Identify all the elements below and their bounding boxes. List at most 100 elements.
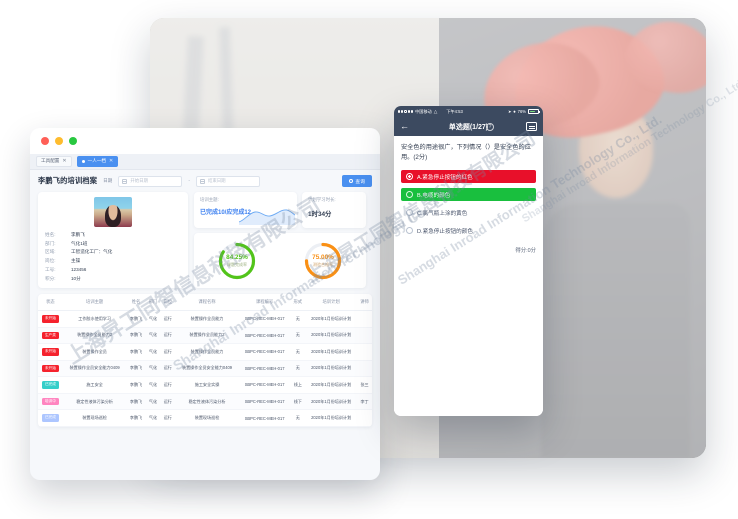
- answer-option-a[interactable]: A.紧急停止按钮的红色: [401, 170, 536, 184]
- close-icon[interactable]: ✕: [108, 158, 114, 164]
- cell-form: 线下: [290, 393, 306, 411]
- answer-option-label: A.紧急停止按钮的红色: [417, 174, 473, 181]
- training-topic-label: 培训主题:: [200, 197, 219, 202]
- wifi-icon: △: [433, 108, 438, 114]
- cell-name: 李鹏飞: [126, 409, 146, 427]
- cell-form: 无: [290, 360, 306, 378]
- search-button[interactable]: 查询: [342, 175, 372, 187]
- sparkline-chart: [239, 209, 295, 225]
- cell-name: 李鹏飞: [126, 376, 146, 394]
- answer-option-b[interactable]: B.电缆的颜色: [401, 188, 536, 202]
- answer-card-icon[interactable]: [526, 122, 537, 131]
- table-row[interactable]: 已完成 施工安全 李鹏飞 气化 运行 施工安全实操 SBPC-REC-MEH-017 线上 20…: [38, 376, 372, 394]
- cell-course: 施工安全实操: [175, 376, 239, 394]
- answer-option-label: C.氯气瓶上涂的黄色: [417, 210, 468, 217]
- cell-course: 装置现场巡检: [175, 409, 239, 427]
- back-arrow-icon[interactable]: ←: [400, 121, 409, 131]
- field-label: 岗位:: [45, 258, 56, 264]
- cell-plan: 2020年1月份培训计划: [305, 360, 358, 378]
- column-header: 形式: [290, 294, 306, 311]
- column-header: 状态: [38, 294, 63, 311]
- status-badge: 未开始: [38, 360, 63, 378]
- cell-form: 无: [290, 310, 306, 328]
- table-body: 未开始 工作胶水使用学习 李鹏飞 气化 运行 装置操作全员能力 SBPC-REC-MEH-0…: [38, 310, 372, 427]
- completion-rate-charts: 84.25% 课题完成率 75.00% 测验合格率: [194, 233, 366, 288]
- quiz-body: 安全色的用途很广，下列情况（）是安全色的应用。(2分) A.紧急停止按钮的红色 B…: [394, 136, 543, 416]
- tab-bar: 工具配置 ✕ 一人一档 ✕: [30, 154, 380, 170]
- end-date-input[interactable]: 结束日期: [195, 175, 260, 187]
- cell-name: 李鹏飞: [126, 360, 146, 378]
- date-range-separator: -: [188, 178, 190, 184]
- answer-option-c[interactable]: C.氯气瓶上涂的黄色: [401, 206, 536, 219]
- radio-icon[interactable]: [406, 191, 413, 199]
- cell-name: 李鹏飞: [126, 393, 146, 411]
- table-row[interactable]: 未开始 装置操作全员 李鹏飞 气化 运行 装置操作全员能力 SBPC-REC-MEH-017…: [38, 343, 372, 361]
- tab-tool-config[interactable]: 工具配置 ✕: [36, 156, 72, 167]
- cell-code: SBPC-REC-MEH-017: [238, 393, 291, 411]
- cell-teacher: [357, 409, 372, 427]
- status-badge: 未开始: [38, 343, 63, 361]
- cell-plan: 2020年1月份培训计划: [305, 376, 358, 394]
- cell-topic: 稳定性液体污染分析: [62, 393, 127, 411]
- radio-icon[interactable]: [406, 209, 413, 217]
- minimize-button[interactable]: [55, 137, 63, 145]
- donut-value: 75.00%: [312, 253, 334, 261]
- mobile-quiz-window: 中国移动 △ 下午4:53 ➤ ⏺ 76% ← 单选题(1/27) ? 安全色的…: [394, 106, 543, 416]
- table-row[interactable]: 已完成 装置现场巡检 李鹏飞 气化 运行 装置现场巡检 SBPC-REC-MEH-017 无 2…: [38, 409, 372, 427]
- plan-hours-value: 1时34分: [308, 211, 332, 218]
- cell-plan: 2020年1月份培训计划: [305, 327, 358, 345]
- column-header: 课程名称: [175, 294, 239, 311]
- status-badge: 培训中: [41, 397, 59, 406]
- training-topic-value: 已完成10/应完成12: [200, 210, 252, 216]
- cell-form: 线上: [290, 376, 306, 394]
- donut-chart-course-completion: 84.25% 课题完成率: [217, 241, 257, 281]
- question-text: 安全色的用途很广，下列情况（）是安全色的应用。(2分): [401, 144, 531, 162]
- training-topic-card: 培训主题: 已完成10/应完成12: [194, 192, 297, 228]
- cell-form: 无: [290, 409, 306, 427]
- cell-teacher: [357, 360, 372, 378]
- table-row[interactable]: 培训中 稳定性液体污染分析 李鹏飞 气化 运行 稳定性液体污染分析 SBPC-REC-MEH…: [38, 393, 372, 411]
- cell-plan: 2020年1月份培训计划: [305, 393, 358, 411]
- battery-icon: [528, 109, 540, 114]
- answer-option-label: B.电缆的颜色: [417, 192, 451, 199]
- status-badge: 未开始: [38, 310, 63, 328]
- cell-name: 李鹏飞: [126, 327, 146, 345]
- cell-code: SBPC-REC-MEH-017: [238, 360, 291, 378]
- field-value: 123456: [71, 266, 87, 272]
- start-date-input[interactable]: 开始日期: [118, 175, 183, 187]
- cell-plan: 2020年1月份培训计划: [305, 310, 358, 328]
- help-icon[interactable]: ?: [486, 122, 494, 131]
- column-header: 部门: [145, 294, 161, 311]
- field-value: 李鹏飞: [71, 232, 85, 237]
- status-badge: 已完成: [41, 414, 59, 422]
- column-header: 课程编号: [238, 294, 291, 311]
- radio-icon[interactable]: [406, 173, 413, 181]
- alarm-icon: ⏺: [513, 109, 516, 114]
- status-right-group: ➤ ⏺ 76%: [508, 109, 540, 114]
- field-value: 工智造化工厂：气化: [71, 249, 113, 255]
- tab-one-person-one-file[interactable]: 一人一档 ✕: [76, 156, 119, 167]
- field-label: 姓名:: [45, 232, 56, 237]
- close-icon[interactable]: ✕: [62, 158, 67, 164]
- maximize-button[interactable]: [69, 137, 77, 145]
- active-dot-icon: [81, 160, 85, 163]
- phone-navbar: ← 单选题(1/27) ?: [394, 117, 543, 136]
- answer-option-d[interactable]: D.紧急停止按钮的颜色: [401, 224, 536, 237]
- cell-topic: 施工安全: [62, 376, 127, 394]
- cell-post: 运行: [160, 310, 176, 328]
- close-button[interactable]: [41, 137, 49, 145]
- filter-toolbar: 李鹏飞的培训档案 日期 开始日期 - 结束日期 查询: [30, 170, 380, 192]
- cell-dept: 气化: [145, 393, 161, 411]
- table-row[interactable]: 未开始 工作胶水使用学习 李鹏飞 气化 运行 装置操作全员能力 SBPC-REC-MEH-0…: [38, 310, 372, 328]
- table-row[interactable]: 未开始 装置操作全员安全能力0409 李鹏飞 气化 运行 装置操作全员安全能力0409 SB…: [38, 360, 372, 378]
- column-header: 培训计划: [305, 294, 358, 311]
- cell-course: 装置操作全员安全能力0409: [175, 360, 239, 378]
- column-header: 讲师: [357, 294, 372, 311]
- cell-name: 李鹏飞: [126, 310, 146, 328]
- cell-topic: 装置操作全员安全能力0409: [62, 360, 127, 378]
- avatar: [94, 197, 132, 227]
- table-row[interactable]: 生产类 装置操作全员能力2 李鹏飞 气化 运行 装置操作全员能力2 SBPC-REC-MEH…: [38, 327, 372, 345]
- cell-dept: 气化: [145, 360, 161, 378]
- column-header: 岗位: [160, 294, 176, 311]
- radio-icon[interactable]: [406, 227, 413, 235]
